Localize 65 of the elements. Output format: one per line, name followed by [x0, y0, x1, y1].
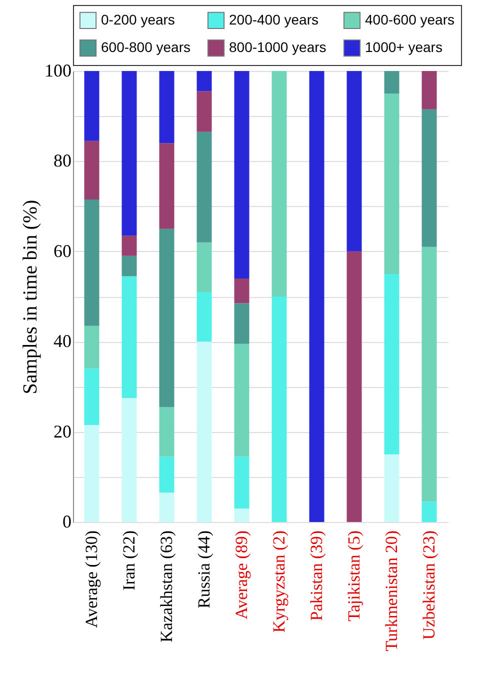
bar — [159, 228, 174, 407]
bar — [159, 456, 174, 493]
bar — [384, 274, 400, 454]
y-tick-label: 20 — [54, 421, 72, 442]
bar — [422, 109, 437, 247]
y-tick-label: 100 — [44, 60, 72, 80]
legend-label: 1000+ years — [365, 39, 442, 55]
bar — [196, 71, 212, 92]
bar — [84, 425, 100, 522]
bar — [422, 246, 437, 502]
legend-label: 800-1000 years — [229, 39, 326, 55]
bar — [234, 278, 250, 304]
x-tick-label: Iran (22) — [119, 530, 138, 590]
bar — [309, 71, 324, 522]
bar — [384, 94, 400, 274]
bar — [346, 71, 362, 252]
bar — [122, 398, 137, 522]
bar — [122, 276, 137, 398]
bar — [196, 342, 212, 522]
bar — [84, 326, 100, 369]
bar — [234, 71, 250, 278]
bar — [159, 71, 174, 144]
x-tick-label: Average (130) — [82, 530, 101, 628]
y-axis-title: Samples in time bin (%) — [20, 200, 42, 394]
y-tick-label: 60 — [54, 240, 72, 261]
bar — [84, 71, 100, 141]
bar — [196, 132, 212, 242]
bar — [234, 456, 250, 508]
bar — [422, 71, 437, 110]
bar — [346, 251, 362, 522]
bar — [196, 91, 212, 132]
x-tick-label: Tajikistan (5) — [344, 530, 364, 622]
legend-label: 0-200 years — [101, 11, 175, 28]
bar — [234, 508, 250, 522]
legend-label: 600-800 years — [101, 39, 191, 55]
bar — [234, 344, 250, 457]
bar — [159, 143, 174, 229]
legend-label: 400-600 years — [365, 11, 455, 28]
x-tick-label: Kyrgyzstan (2) — [269, 530, 288, 633]
bar — [384, 71, 400, 94]
bar — [84, 140, 100, 200]
bar — [384, 454, 400, 522]
bar — [122, 236, 137, 256]
y-tick-label: 80 — [54, 150, 72, 171]
x-tick-label: Kazakhstan (63) — [156, 530, 176, 642]
legend-label: 200-400 years — [229, 11, 319, 28]
bar — [422, 502, 437, 522]
bar — [84, 200, 100, 326]
x-tick-label: Average (89) — [232, 530, 251, 620]
x-tick-label: Turkmenistan 20) — [382, 530, 401, 652]
bar — [196, 242, 212, 292]
bar — [159, 492, 174, 522]
x-tick-label: Russia (44) — [194, 530, 214, 608]
bar — [122, 71, 137, 236]
bar — [122, 256, 137, 276]
bar — [196, 292, 212, 342]
x-tick-label: Uzbekistan (23) — [419, 530, 438, 640]
x-tick-label: Pakistan (39) — [306, 530, 326, 621]
bar — [84, 368, 100, 426]
bar — [272, 71, 287, 296]
bar — [159, 406, 174, 457]
bar — [272, 296, 287, 522]
y-tick-label: 40 — [54, 331, 72, 352]
y-tick-label: 0 — [62, 512, 72, 532]
bar — [234, 303, 250, 344]
